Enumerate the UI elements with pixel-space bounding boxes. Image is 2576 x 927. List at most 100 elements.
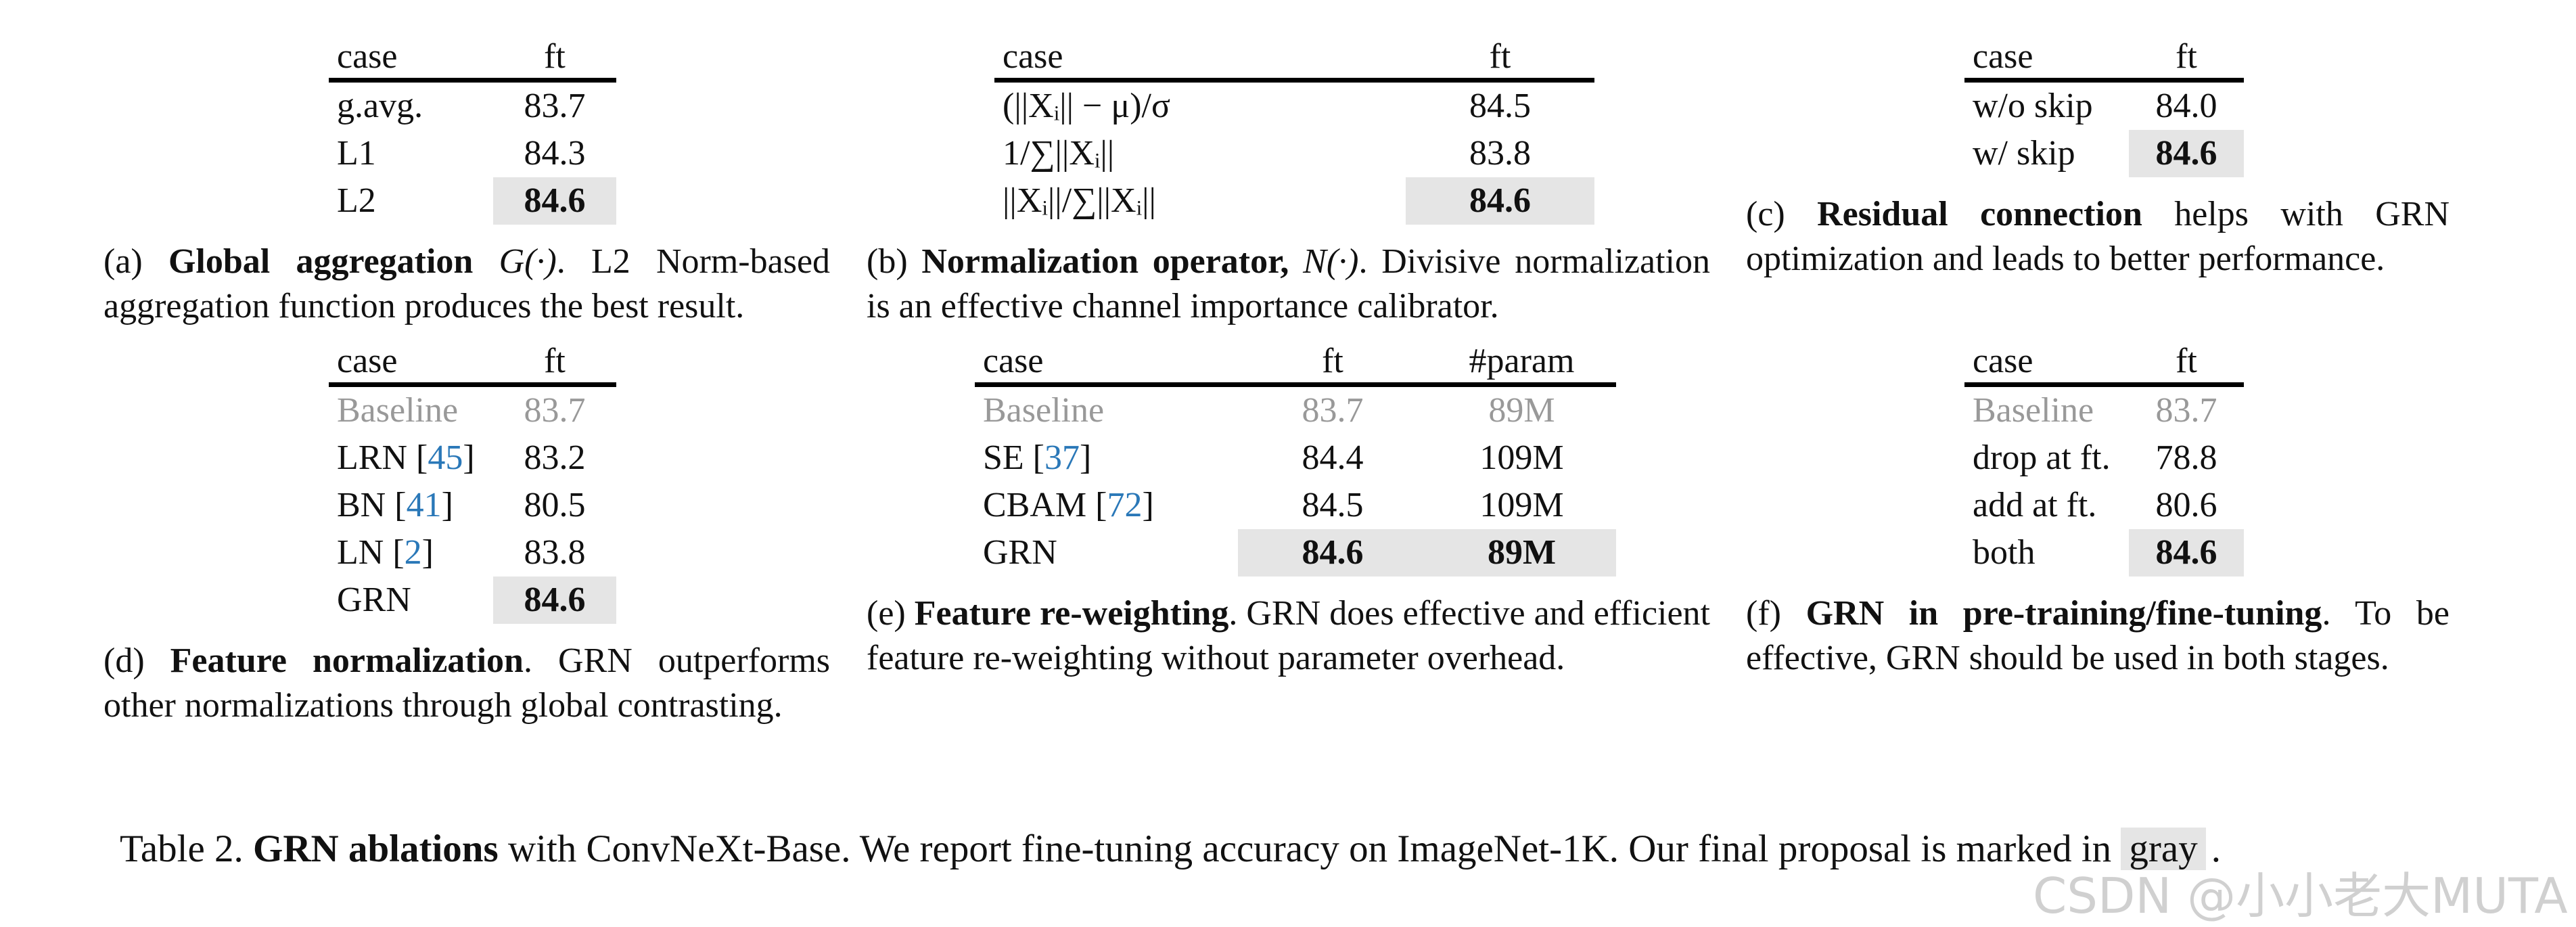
- table: case ft Baseline 83.7 LRN [45] 83.2 BN [41] 80.…: [329, 340, 616, 624]
- cell: 83.2: [493, 434, 616, 482]
- cell: GRN: [975, 529, 1238, 576]
- thead: case ft: [329, 340, 616, 387]
- text: 84.6: [524, 181, 586, 220]
- cite-text: 45: [428, 438, 463, 477]
- row: w/o skip 84.0: [1964, 81, 2244, 131]
- text: w/o skip: [1973, 87, 2093, 125]
- cell: w/ skip: [1964, 130, 2129, 177]
- row: L1 84.3: [329, 130, 616, 177]
- text: (f): [1746, 594, 1806, 633]
- cell: 84.5: [1238, 482, 1427, 529]
- text: GRN: [337, 581, 411, 619]
- text: .: [2211, 828, 2221, 870]
- cite-text: 41: [406, 486, 442, 524]
- panel: case ft Baseline 83.7 drop at ft. 78.8 add at …: [1746, 340, 2450, 681]
- tbody: Baseline 83.7 LRN [45] 83.2 BN [41] 80.5 LN [2…: [329, 385, 616, 624]
- thead: case ft: [994, 36, 1594, 83]
- caption: (a) Global aggregation G(·). L2 Norm-bas…: [104, 240, 830, 329]
- row: add at ft. 80.6: [1964, 482, 2244, 529]
- text: ]: [1142, 486, 1154, 524]
- cite-text: 37: [1044, 438, 1080, 477]
- cell: 109M: [1427, 434, 1616, 482]
- panel: case ft g.avg. 83.7 L1 84.3 L2 84.6 (a) Global a…: [104, 36, 830, 329]
- text: 83.8: [524, 533, 586, 572]
- cite-text: 72: [1107, 486, 1143, 524]
- text: Table 2.: [120, 828, 254, 870]
- text: 83.7: [524, 391, 586, 430]
- text: 109M: [1479, 486, 1564, 524]
- row: GRN 84.6: [329, 576, 616, 624]
- cell: 84.6: [1406, 177, 1594, 225]
- text: 84.6: [2155, 134, 2217, 173]
- main-caption: Table 2. GRN ablations with ConvNeXt-Bas…: [120, 827, 2221, 871]
- text: 89M: [1487, 533, 1557, 572]
- bold-text: Residual connection: [1817, 195, 2142, 233]
- text: 83.7: [1302, 391, 1364, 430]
- text: 84.5: [1302, 486, 1364, 524]
- text: Baseline: [983, 391, 1105, 430]
- table: case ft #param Baseline 83.7 89M SE [37] 84.4 10…: [975, 340, 1616, 576]
- cell: 84.0: [2129, 81, 2244, 131]
- row: LRN [45] 83.2: [329, 434, 616, 482]
- cell: 83.7: [493, 81, 616, 131]
- watermark: CSDN @小小老大MUTA: [2033, 867, 2568, 924]
- cell: 89M: [1427, 529, 1616, 576]
- text: GRN: [983, 533, 1057, 572]
- text: 80.6: [2155, 486, 2217, 524]
- cell: ||Xᵢ||/∑||Xᵢ||: [994, 177, 1406, 225]
- row: ||Xᵢ||/∑||Xᵢ|| 84.6: [994, 177, 1594, 225]
- row: (||Xᵢ|| − μ)/σ 84.5: [994, 81, 1594, 131]
- row: Baseline 83.7: [1964, 385, 2244, 435]
- header-row: case ft #param: [975, 340, 1616, 387]
- header-row: case ft: [329, 36, 616, 83]
- text: with ConvNeXt-Base. We report fine-tunin…: [498, 828, 2121, 870]
- header-row: case ft: [329, 340, 616, 387]
- text: LN [: [337, 533, 405, 572]
- text: 83.7: [524, 87, 586, 125]
- cell: 84.5: [1406, 81, 1594, 131]
- row: g.avg. 83.7: [329, 81, 616, 131]
- cell: 84.6: [2129, 529, 2244, 576]
- bold-text: Feature normalization: [170, 641, 524, 680]
- text: . GRN outperforms other normalizations t…: [104, 641, 830, 725]
- header-cell: ft: [2129, 36, 2244, 83]
- text: (b): [867, 242, 922, 281]
- cell: 83.7: [1238, 385, 1427, 435]
- text: 78.8: [2155, 438, 2217, 477]
- bold-text: Feature re-weighting: [914, 594, 1229, 633]
- text: (e): [867, 594, 915, 633]
- cell: 84.6: [1238, 529, 1427, 576]
- header-cell: case: [329, 36, 493, 83]
- header-cell: case: [329, 340, 493, 387]
- tbody: Baseline 83.7 drop at ft. 78.8 add at ft. 80.…: [1964, 385, 2244, 576]
- header-row: case ft: [1964, 340, 2244, 387]
- bold-text: Normalization operator,: [921, 242, 1304, 281]
- cell: L2: [329, 177, 493, 225]
- caption: (b) Normalization operator, N(·). Divisi…: [867, 240, 1710, 329]
- header-cell: ft: [2129, 340, 2244, 387]
- text: 84.6: [2155, 533, 2217, 572]
- cell: 109M: [1427, 482, 1616, 529]
- text: 84.3: [524, 134, 586, 173]
- row: Baseline 83.7: [329, 385, 616, 435]
- cell: 84.6: [493, 576, 616, 624]
- text: (c): [1746, 195, 1818, 233]
- text: both: [1973, 533, 2036, 572]
- text: L1: [337, 134, 376, 173]
- header-cell: case: [994, 36, 1406, 83]
- cell: 78.8: [2129, 434, 2244, 482]
- text: ]: [441, 486, 453, 524]
- cell: Baseline: [1964, 385, 2129, 435]
- header-cell: #param: [1427, 340, 1616, 387]
- panel: case ft (||Xᵢ|| − μ)/σ 84.5 1/∑||Xᵢ|| 83.8 ||X…: [867, 36, 1710, 329]
- text: (a): [104, 242, 168, 281]
- table: case ft w/o skip 84.0 w/ skip 84.6: [1964, 36, 2244, 177]
- header-cell: ft: [493, 36, 616, 83]
- row: both 84.6: [1964, 529, 2244, 576]
- text: add at ft.: [1973, 486, 2097, 524]
- bold-text: Global aggregation: [168, 242, 474, 281]
- header-cell: case: [975, 340, 1238, 387]
- cell: 83.8: [1406, 130, 1594, 177]
- caption: (f) GRN in pre-training/fine-tuning. To …: [1746, 591, 2450, 681]
